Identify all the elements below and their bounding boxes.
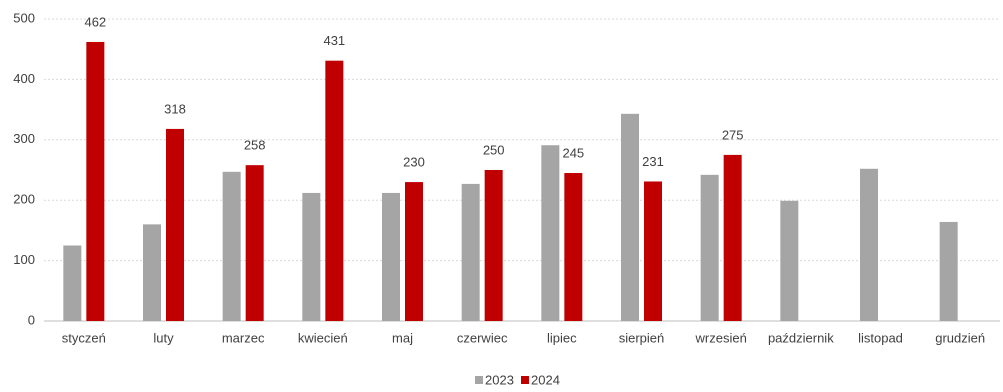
data-label: 462: [84, 14, 106, 29]
bar: [700, 174, 719, 321]
x-tick-label: grudzień: [935, 330, 985, 345]
bar: [86, 41, 105, 322]
bar: [325, 60, 344, 322]
bar: [621, 113, 639, 321]
bar: [302, 192, 321, 321]
x-tick-label: listopad: [858, 330, 903, 345]
legend-label: 2023: [485, 372, 514, 387]
bar: [166, 128, 184, 321]
x-tick-label: marzec: [222, 330, 265, 345]
y-tick-label: 200: [13, 192, 35, 207]
y-tick-label: 300: [13, 131, 35, 146]
data-label: 318: [164, 101, 186, 116]
bar: [723, 154, 742, 321]
bar: [222, 171, 241, 321]
bar: [939, 221, 958, 321]
data-label: 258: [244, 138, 266, 153]
bar: [405, 182, 423, 321]
bar: [780, 200, 799, 321]
x-tick-label: kwiecień: [298, 330, 348, 345]
data-label: 230: [403, 155, 425, 170]
bar: [143, 224, 161, 321]
data-label: 245: [562, 145, 584, 160]
bar: [63, 245, 82, 321]
x-tick-label: czerwiec: [457, 330, 508, 345]
bar: [245, 165, 264, 321]
bar: [564, 173, 583, 321]
y-tick-label: 400: [13, 71, 35, 86]
x-tick-label: sierpień: [619, 330, 665, 345]
legend-swatch: [475, 376, 483, 384]
bar: [644, 181, 662, 321]
bar: [860, 168, 878, 321]
x-tick-label: maj: [392, 330, 413, 345]
data-label: 250: [483, 142, 505, 157]
x-tick-label: październik: [768, 330, 834, 345]
x-tick-label: lipiec: [547, 330, 577, 345]
bar: [382, 192, 400, 321]
data-label: 275: [722, 127, 744, 142]
x-tick-label: wrzesień: [695, 330, 747, 345]
bar: [461, 183, 480, 321]
x-tick-label: luty: [153, 330, 174, 345]
legend-swatch: [521, 376, 529, 384]
data-label: 431: [323, 33, 345, 48]
bar: [484, 170, 503, 321]
y-tick-label: 500: [13, 10, 35, 25]
x-tick-label: styczeń: [62, 330, 106, 345]
legend-label: 2024: [531, 372, 560, 387]
data-label: 231: [642, 154, 664, 169]
bar: [541, 145, 560, 321]
y-tick-label: 0: [28, 312, 35, 327]
y-tick-label: 100: [13, 252, 35, 267]
